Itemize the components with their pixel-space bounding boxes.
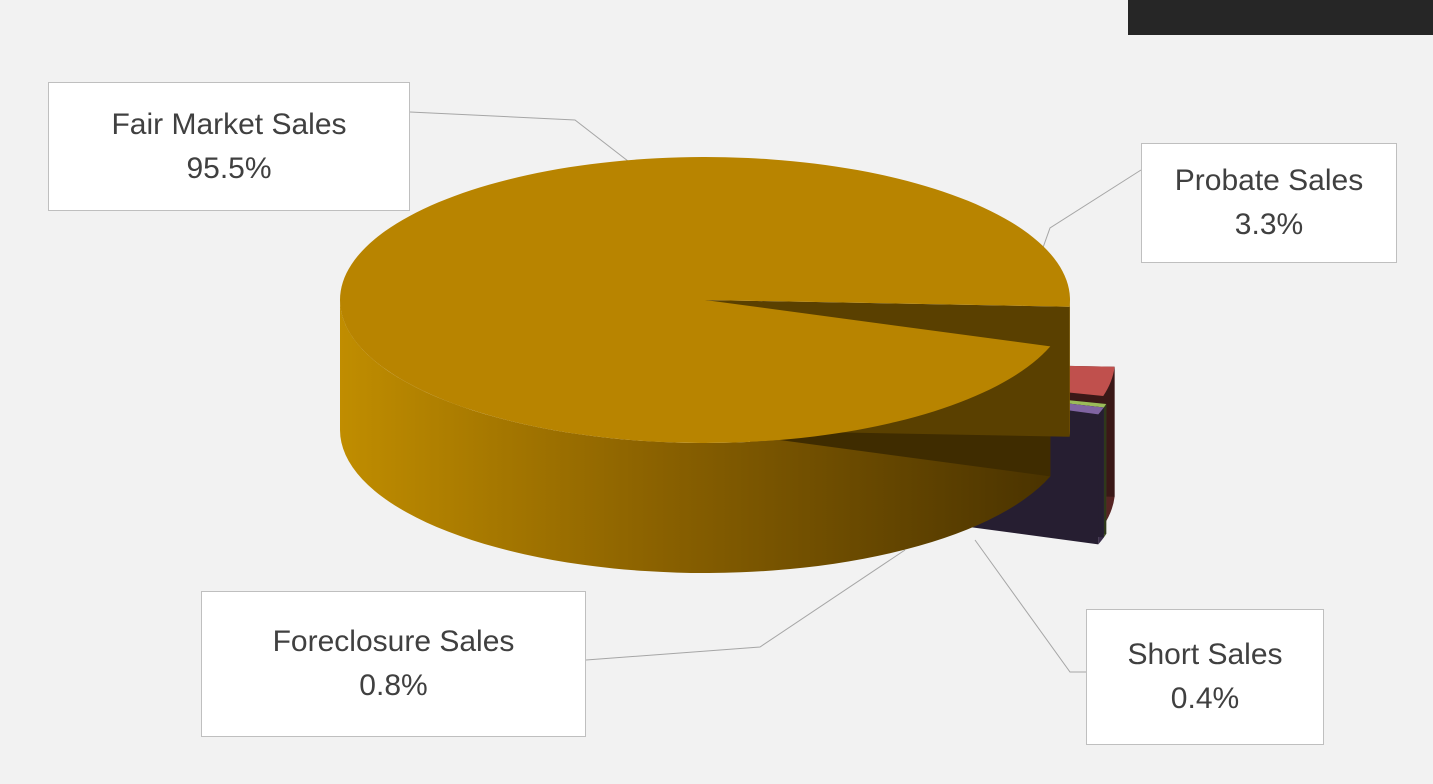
data-label-value: 0.8% [359,669,428,702]
data-label-category: Fair Market Sales [111,107,347,141]
data-label-value: 95.5% [186,151,272,185]
slice-fair-market-sales [339,156,1070,443]
data-label-fair-market-sales: Fair Market Sales 95.5% [48,82,410,211]
leader-line-foreclosure-sales [585,549,906,661]
slice-side-fair-market-sales [340,300,1051,573]
data-label-category: Foreclosure Sales [272,625,515,658]
data-label-value: 0.4% [1170,682,1240,715]
data-label-foreclosure-sales: Foreclosure Sales 0.8% [201,591,586,737]
pie-slices [339,156,1115,573]
corner-dark-bar [1128,0,1433,35]
data-label-short-sales: Short Sales 0.4% [1086,609,1324,745]
data-label-value: 3.3% [1234,208,1304,241]
data-label-category: Short Sales [1127,638,1283,671]
leader-line-short-sales [974,539,1086,673]
data-label-category: Probate Sales [1174,164,1364,197]
data-label-probate-sales: Probate Sales 3.3% [1141,143,1397,263]
